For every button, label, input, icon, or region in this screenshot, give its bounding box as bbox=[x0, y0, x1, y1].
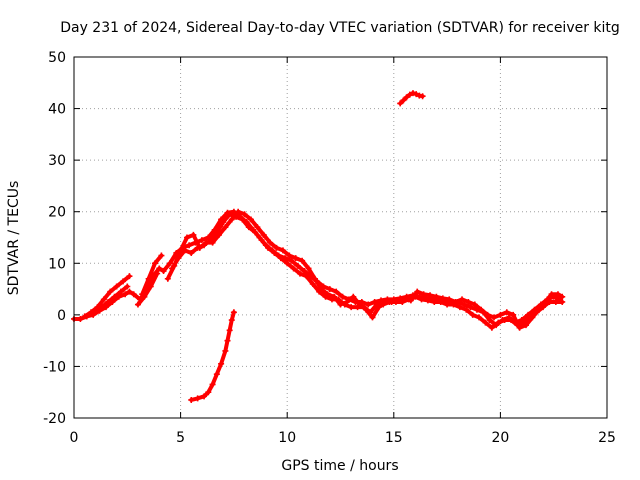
data-point-trace bbox=[370, 305, 381, 320]
grid-lines bbox=[74, 57, 607, 418]
data-point-trace bbox=[306, 266, 317, 281]
data-point-trace bbox=[212, 217, 224, 232]
y-tick-label: -10 bbox=[43, 359, 66, 375]
data-point bbox=[126, 273, 133, 280]
axis-ticks: 0 5 10 15 20 25 -20 -10 0 10 20 30 40 50 bbox=[43, 50, 616, 446]
x-axis-title: GPS time / hours bbox=[281, 458, 398, 474]
plot-frame bbox=[73, 56, 608, 419]
data-series bbox=[92, 211, 566, 331]
data-points bbox=[71, 90, 566, 403]
data-point-trace bbox=[142, 284, 153, 299]
data-series bbox=[397, 90, 426, 107]
data-point-trace bbox=[146, 261, 158, 281]
data-point-trace bbox=[170, 256, 181, 271]
y-tick-label: 20 bbox=[48, 205, 66, 221]
data-series bbox=[188, 309, 237, 403]
data-point-trace bbox=[148, 271, 160, 289]
data-point bbox=[419, 93, 426, 100]
data-point-trace bbox=[214, 220, 226, 235]
data-point-trace bbox=[121, 274, 132, 284]
data-point-trace bbox=[153, 253, 164, 266]
data-point-trace bbox=[144, 274, 155, 292]
data-point-trace bbox=[118, 284, 130, 294]
data-point bbox=[559, 298, 566, 305]
y-tick-label: 30 bbox=[48, 153, 66, 169]
x-tick-label: 5 bbox=[176, 430, 185, 446]
x-tick-label: 15 bbox=[385, 430, 403, 446]
data-point bbox=[158, 252, 165, 259]
x-tick-label: 0 bbox=[70, 430, 79, 446]
data-point-trace bbox=[167, 250, 179, 266]
y-tick-label: 40 bbox=[48, 102, 66, 118]
data-point-trace bbox=[140, 276, 151, 297]
data-point bbox=[559, 293, 566, 300]
x-tick-label: 25 bbox=[598, 430, 616, 446]
y-tick-label: -20 bbox=[43, 411, 66, 427]
y-tick-label: 50 bbox=[48, 50, 66, 66]
x-tick-label: 10 bbox=[278, 430, 296, 446]
y-axis-title: SDTVAR / TECUs bbox=[6, 181, 22, 296]
x-tick-label: 20 bbox=[491, 430, 509, 446]
data-point bbox=[230, 309, 237, 316]
y-tick-label: 10 bbox=[48, 256, 66, 272]
data-point-trace bbox=[312, 276, 324, 292]
data-point-trace bbox=[178, 235, 189, 253]
y-tick-label: 0 bbox=[57, 308, 66, 324]
chart-title: Day 231 of 2024, Sidereal Day-to-day VTE… bbox=[60, 20, 620, 36]
data-point bbox=[124, 283, 131, 290]
data-point bbox=[154, 270, 161, 277]
